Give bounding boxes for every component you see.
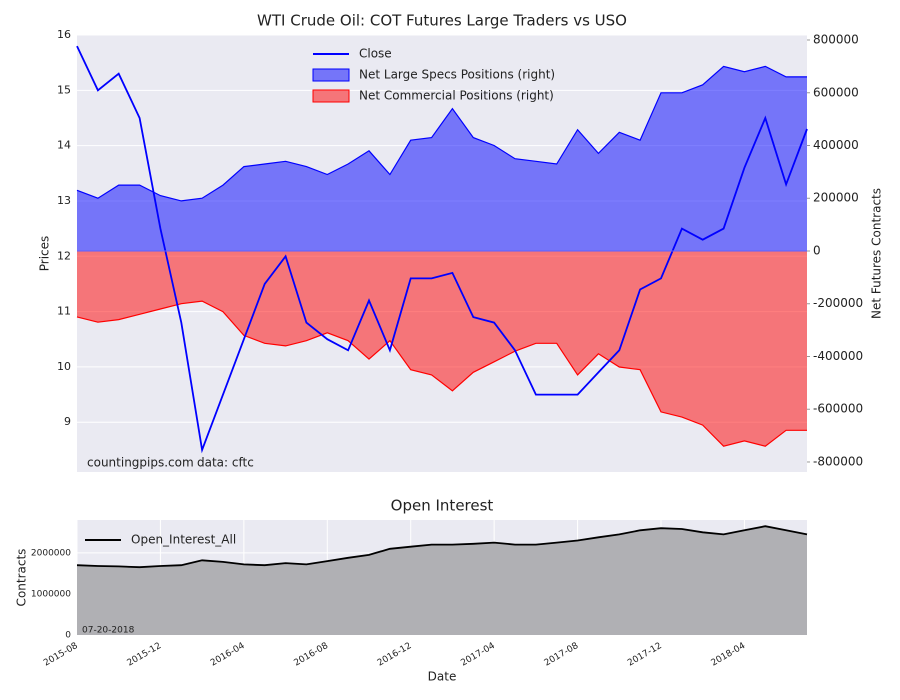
x-axis-label: Date	[428, 670, 457, 684]
x-tick-label: 2015-12	[126, 641, 164, 668]
area	[77, 66, 807, 251]
y-tick-label: 13	[57, 194, 71, 207]
y2-tick-label: 200000	[813, 191, 859, 205]
x-tick-label: 2016-12	[376, 641, 414, 668]
y-axis-label: Contracts	[15, 549, 29, 607]
y-tick-label: 1000000	[31, 589, 71, 599]
y-tick-label: 11	[57, 305, 71, 318]
y2-tick-label: -200000	[813, 296, 863, 310]
x-tick-label: 2015-08	[42, 641, 80, 669]
x-tick-label: 2018-04	[710, 641, 748, 669]
x-tick-label: 2016-04	[209, 641, 247, 669]
y-tick-label: 0	[65, 631, 71, 641]
line	[76, 45, 808, 454]
line	[76, 300, 807, 447]
y2-tick-label: -800000	[813, 454, 863, 468]
x-tick-label: 2016-08	[292, 641, 330, 669]
legend-label: Net Commercial Positions (right)	[359, 89, 554, 103]
y2-tick-label: -600000	[813, 402, 863, 416]
legend-label: Close	[359, 47, 392, 61]
x-tick-label: 2017-04	[459, 641, 497, 669]
legend-label: Open_Interest_All	[131, 533, 236, 547]
y2-tick-label: 800000	[813, 33, 859, 47]
annotation: 07-20-2018	[82, 626, 135, 636]
y2-axis-label: Net Futures Contracts	[870, 188, 884, 319]
y2-tick-label: -400000	[813, 349, 863, 363]
chart-title: WTI Crude Oil: COT Futures Large Traders…	[257, 12, 627, 30]
y-tick-label: 14	[57, 139, 71, 152]
annotation: countingpips.com	[87, 456, 194, 470]
chart-title: Open Interest	[391, 497, 494, 515]
legend-swatch	[312, 68, 350, 82]
y2-tick-label: 0	[813, 243, 821, 257]
y-tick-label: 15	[57, 83, 71, 96]
legend-swatch	[312, 89, 350, 103]
line	[76, 525, 808, 569]
x-tick-label: 2017-08	[543, 641, 581, 669]
y-axis-label: Prices	[38, 236, 52, 272]
y2-tick-label: 400000	[813, 138, 859, 152]
y-tick-label: 10	[57, 360, 71, 373]
y-tick-label: 9	[64, 415, 71, 428]
line	[76, 65, 807, 202]
y-tick-label: 16	[57, 28, 71, 41]
y-tick-label: 2000000	[31, 548, 71, 558]
legend-label: Net Large Specs Positions (right)	[359, 68, 555, 82]
annotation: data: cftc	[197, 456, 254, 470]
y-tick-label: 12	[57, 249, 71, 262]
y2-tick-label: 600000	[813, 85, 859, 99]
x-tick-label: 2017-12	[626, 641, 664, 668]
area	[77, 526, 807, 635]
